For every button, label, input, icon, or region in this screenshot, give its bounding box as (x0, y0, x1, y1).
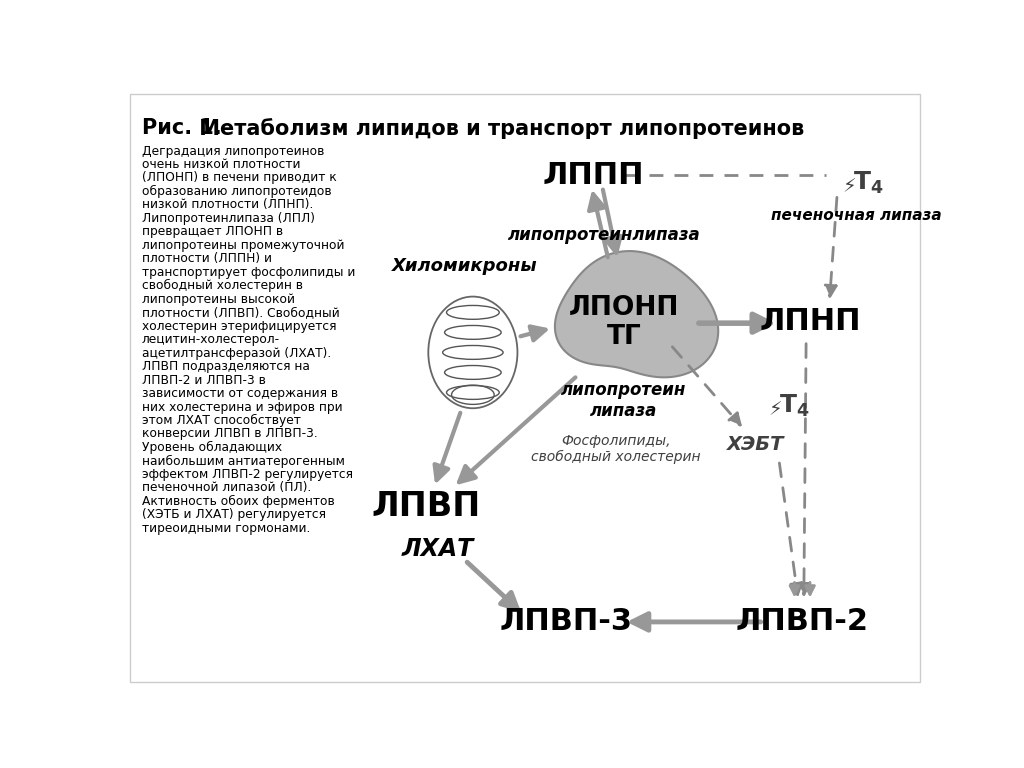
Text: ЛПВП-3: ЛПВП-3 (500, 607, 633, 637)
Text: зависимости от содержания в: зависимости от содержания в (142, 387, 338, 400)
Text: липопротеины промежуточной: липопротеины промежуточной (142, 239, 344, 252)
Text: лецитин-холестерол-: лецитин-холестерол- (142, 333, 281, 346)
Ellipse shape (428, 296, 517, 409)
Text: ⚡: ⚡ (768, 401, 782, 419)
Text: наибольшим антиатерогенным: наибольшим антиатерогенным (142, 455, 345, 468)
Text: транспортирует фосфолипиды и: транспортирует фосфолипиды и (142, 266, 355, 279)
Text: ХЭБТ: ХЭБТ (727, 435, 784, 455)
Text: конверсии ЛПВП в ЛПВП-3.: конверсии ЛПВП в ЛПВП-3. (142, 428, 317, 441)
Text: ЛПНП: ЛПНП (759, 307, 861, 336)
Text: Рис. 1.: Рис. 1. (142, 118, 222, 137)
Text: печеночной липазой (ПЛ).: печеночной липазой (ПЛ). (142, 482, 311, 495)
Text: образованию липопротеидов: образованию липопротеидов (142, 185, 332, 198)
Text: $\mathbf{T_4}$: $\mathbf{T_4}$ (853, 170, 884, 196)
Text: липопротеин
липаза: липопротеин липаза (561, 381, 687, 419)
Text: Фосфолипиды,
свободный холестерин: Фосфолипиды, свободный холестерин (531, 433, 701, 464)
Text: плотности (ЛПВП). Свободный: плотности (ЛПВП). Свободный (142, 306, 340, 319)
Text: ЛПВП подразделяются на: ЛПВП подразделяются на (142, 360, 310, 373)
Text: ⚡: ⚡ (842, 177, 856, 197)
Text: ЛПВП: ЛПВП (372, 490, 481, 523)
Text: них холестерина и эфиров при: них холестерина и эфиров при (142, 401, 343, 413)
Text: ЛПВП-2: ЛПВП-2 (736, 607, 868, 637)
Text: печеночная липаза: печеночная липаза (771, 208, 942, 223)
Text: эффектом ЛПВП-2 регулируется: эффектом ЛПВП-2 регулируется (142, 468, 353, 481)
Text: превращает ЛПОНП в: превращает ЛПОНП в (142, 225, 283, 238)
Text: очень низкой плотности: очень низкой плотности (142, 158, 300, 171)
Text: ЛПВП-2 и ЛПВП-3 в: ЛПВП-2 и ЛПВП-3 в (142, 373, 266, 386)
Text: тиреоидными гормонами.: тиреоидными гормонами. (142, 521, 310, 535)
Text: холестерин этерифицируется: холестерин этерифицируется (142, 319, 337, 333)
Text: свободный холестерин в: свободный холестерин в (142, 280, 303, 293)
Text: ЛХАТ: ЛХАТ (401, 537, 474, 561)
Text: ЛПОНП: ЛПОНП (568, 295, 679, 321)
Text: липопротеинлипаза: липопротеинлипаза (508, 227, 701, 244)
Text: (ЛПОНП) в печени приводит к: (ЛПОНП) в печени приводит к (142, 171, 337, 184)
Text: Деградация липопротеинов: Деградация липопротеинов (142, 144, 325, 157)
Text: этом ЛХАТ способствует: этом ЛХАТ способствует (142, 414, 301, 427)
Text: Хиломикроны: Хиломикроны (392, 257, 538, 276)
Text: $\mathbf{T_4}$: $\mathbf{T_4}$ (779, 393, 810, 419)
Text: Липопротеинлипаза (ЛПЛ): Липопротеинлипаза (ЛПЛ) (142, 212, 315, 225)
Text: Уровень обладающих: Уровень обладающих (142, 441, 282, 454)
Text: плотности (ЛППН) и: плотности (ЛППН) и (142, 253, 272, 265)
Text: (ХЭТБ и ЛХАТ) регулируется: (ХЭТБ и ЛХАТ) регулируется (142, 508, 326, 521)
Text: Активность обоих ферментов: Активность обоих ферментов (142, 495, 335, 508)
Text: Метаболизм липидов и транспорт липопротеинов: Метаболизм липидов и транспорт липопроте… (193, 118, 805, 138)
Text: ЛППП: ЛППП (543, 161, 644, 190)
Text: ацетилтрансферазой (ЛХАТ).: ацетилтрансферазой (ЛХАТ). (142, 346, 331, 359)
Text: ТГ: ТГ (606, 324, 641, 350)
Text: липопротеины высокой: липопротеины высокой (142, 293, 295, 306)
Polygon shape (555, 251, 718, 377)
Text: низкой плотности (ЛПНП).: низкой плотности (ЛПНП). (142, 198, 313, 211)
